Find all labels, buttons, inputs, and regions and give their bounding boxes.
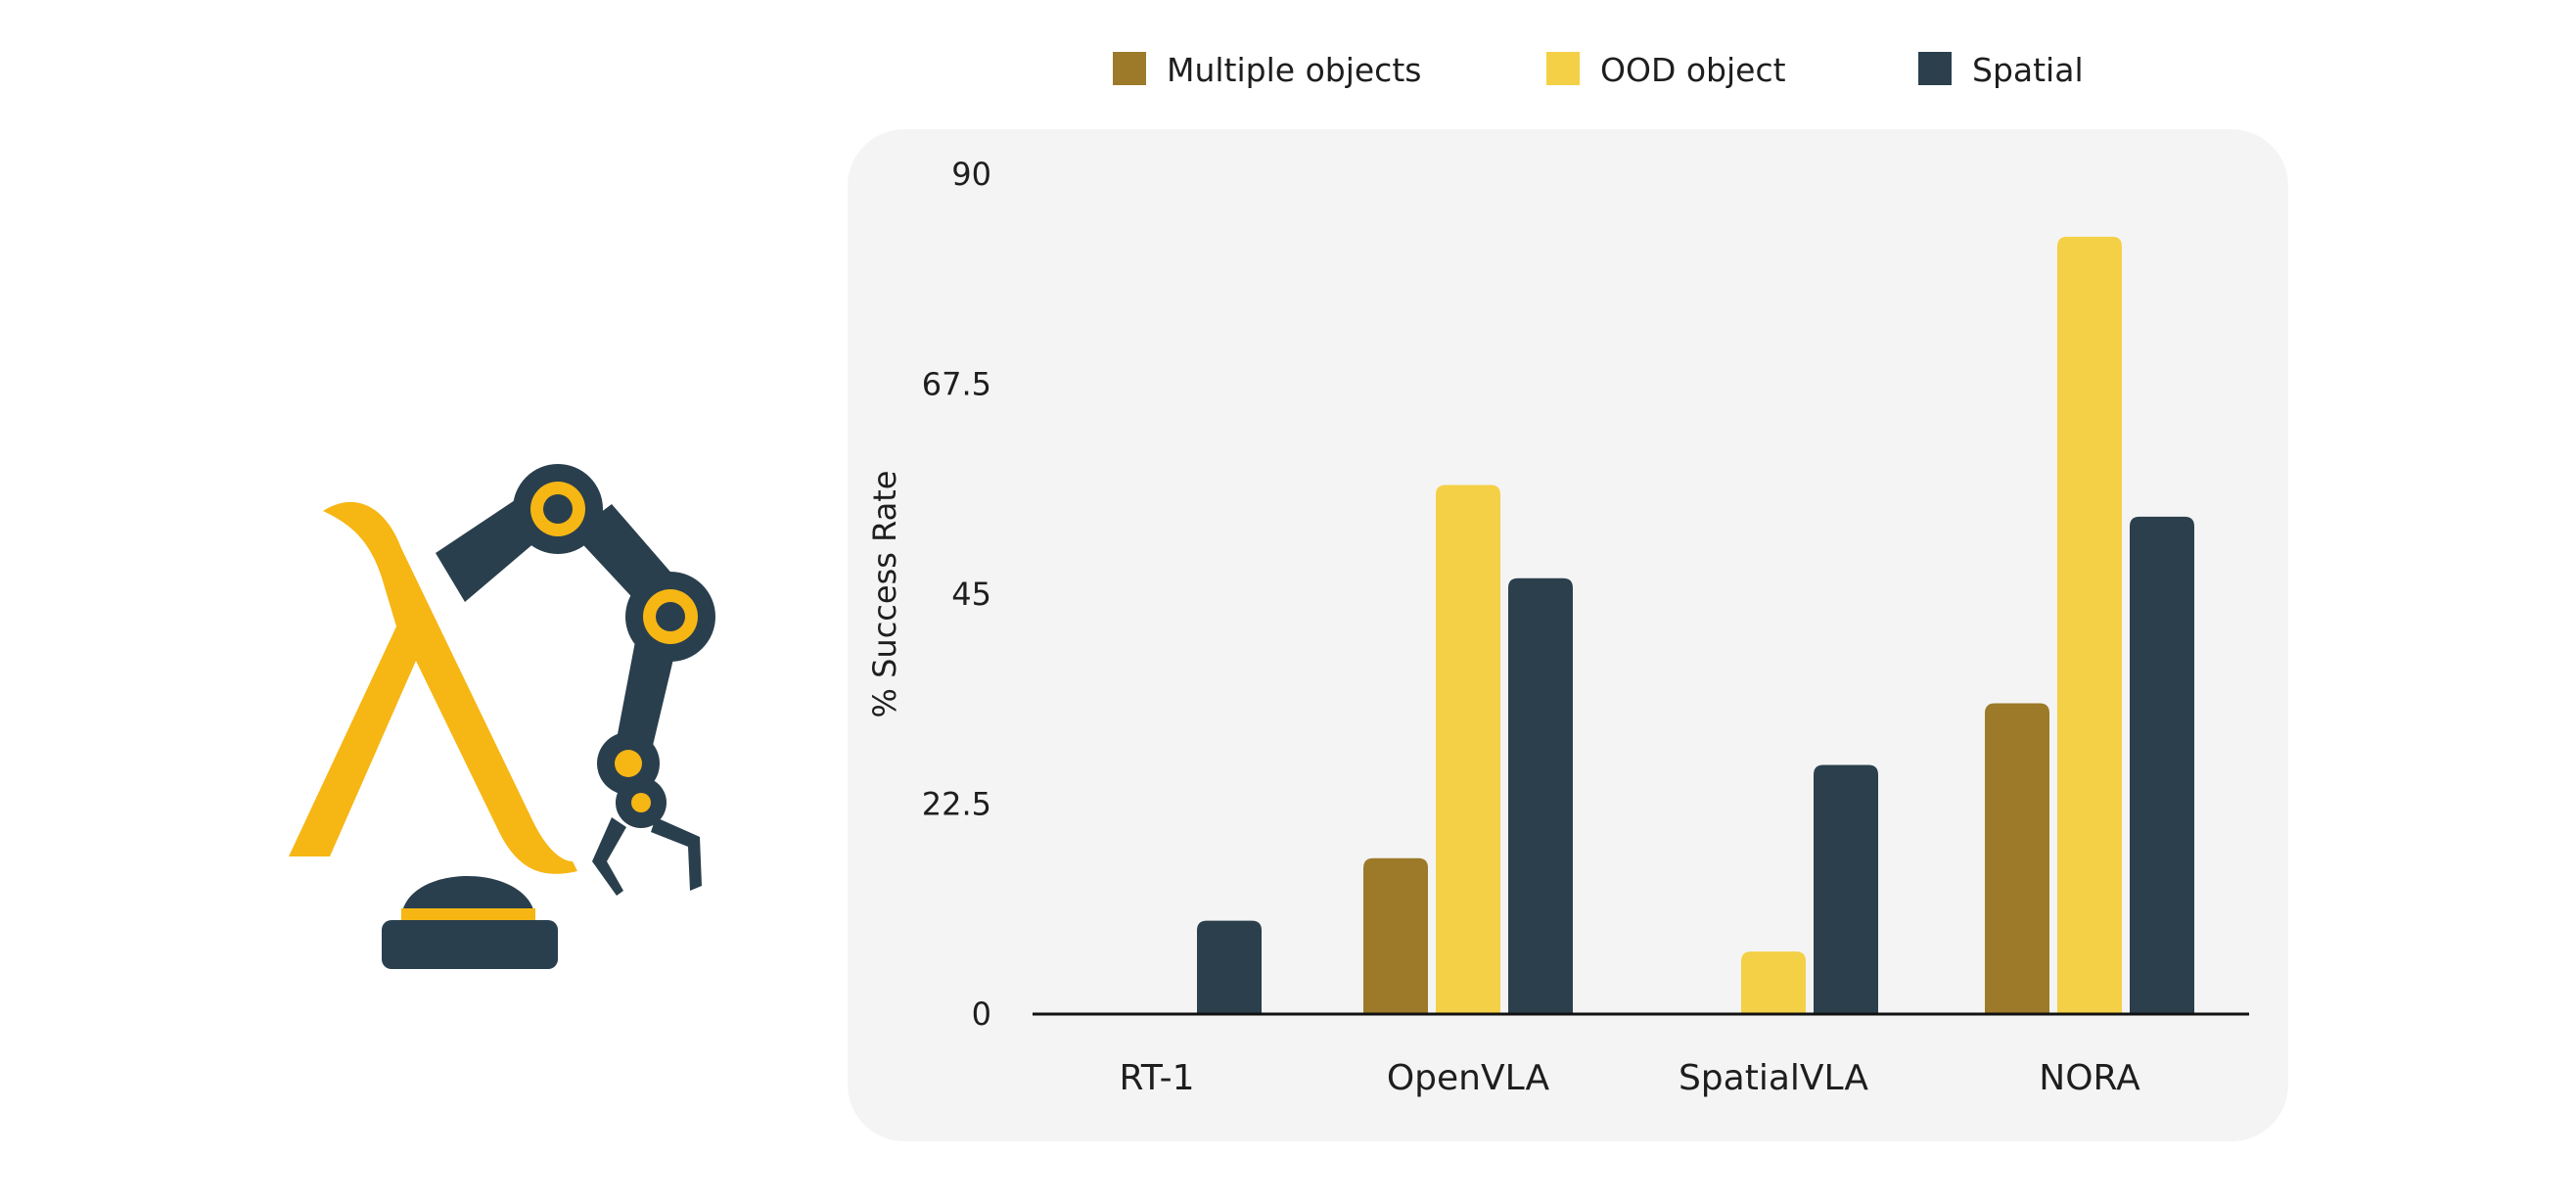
legend-swatch	[1113, 52, 1146, 85]
y-tick-label: 22.5	[922, 786, 991, 823]
bar-ood-object-nora	[2057, 236, 2122, 1014]
bar-multiple-objects-nora	[1985, 703, 2049, 1014]
legend-label: Spatial	[1972, 51, 2084, 89]
bar-spatial-nora	[2130, 516, 2194, 1014]
bar-multiple-objects-openvla	[1363, 857, 1428, 1014]
chart-bars	[1197, 236, 2194, 1015]
robot-base-stripe	[401, 908, 535, 920]
x-tick-label: OpenVLA	[1387, 1058, 1550, 1098]
bar-spatial-rt-1	[1197, 920, 1262, 1014]
legend-swatch	[1546, 52, 1580, 85]
y-axis-ticks: 0 22.5 45 67.5 90	[922, 156, 991, 1033]
y-tick-label: 0	[972, 995, 991, 1033]
chart-legend: Multiple objects OOD object Spatial	[1113, 51, 2084, 89]
lambda-robot-arm-icon	[289, 464, 715, 969]
robot-gripper-finger	[592, 817, 626, 896]
bar-ood-object-spatialvla	[1741, 951, 1806, 1014]
robot-base	[382, 920, 558, 969]
robot-gripper-finger	[651, 817, 702, 891]
y-axis-label: % Success Rate	[866, 471, 903, 718]
legend-label: Multiple objects	[1167, 51, 1421, 89]
legend-swatch	[1918, 52, 1952, 85]
lambda-glyph	[289, 501, 577, 874]
x-axis-labels: RT-1 OpenVLA SpatialVLA NORA	[1120, 1058, 2141, 1098]
legend-item: Multiple objects	[1113, 51, 1421, 89]
bar-spatial-openvla	[1508, 578, 1573, 1014]
legend-label: OOD object	[1600, 51, 1786, 89]
x-tick-label: NORA	[2039, 1058, 2140, 1098]
x-tick-label: RT-1	[1120, 1058, 1195, 1098]
lambda-robot-arm-logo	[279, 440, 798, 1028]
y-tick-label: 45	[951, 576, 991, 613]
y-tick-label: 90	[951, 156, 991, 193]
bar-spatial-spatialvla	[1814, 764, 1878, 1014]
y-tick-label: 67.5	[922, 366, 991, 403]
legend-item: Spatial	[1918, 51, 2084, 89]
x-tick-label: SpatialVLA	[1679, 1058, 1868, 1098]
robot-arm-segment	[617, 636, 675, 754]
bar-ood-object-openvla	[1436, 485, 1500, 1015]
legend-item: OOD object	[1546, 51, 1786, 89]
